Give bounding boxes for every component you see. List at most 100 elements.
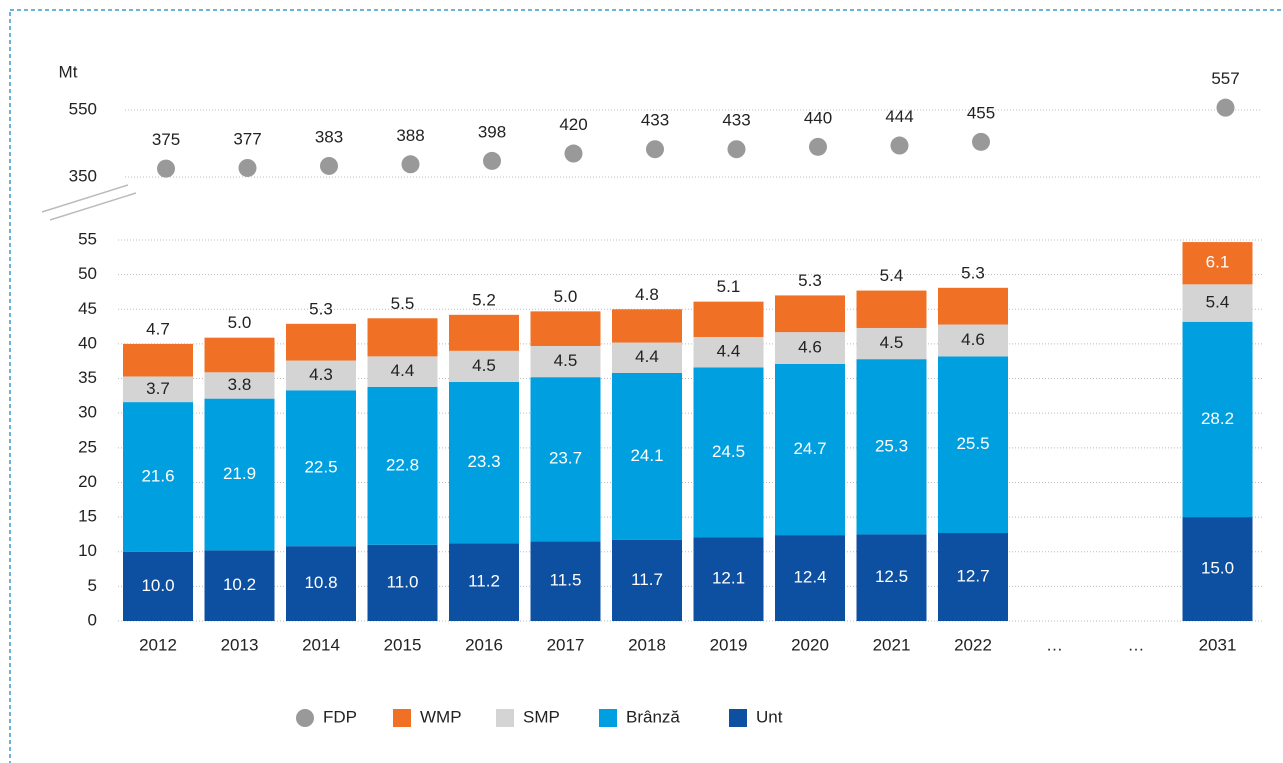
scatter-point [646,140,664,159]
bar-segment [286,390,356,547]
bar-segment [856,327,927,360]
data-label: 433 [722,111,750,130]
bar-segment [530,311,601,346]
data-label: 15.0 [1201,559,1234,578]
data-label: 398 [478,122,506,141]
data-label: 4.4 [635,347,659,366]
y-tick-label: 35 [78,368,97,387]
y-tick-label: 15 [78,507,97,526]
legend-marker [393,709,411,727]
data-label: 4.5 [880,333,904,352]
bar-segment [693,537,764,621]
data-label: 5.0 [554,287,578,306]
y-axis-unit: Mt [59,62,78,81]
bar-segment [693,336,764,368]
y2-tick-label: 350 [69,166,97,185]
y-tick-label: 0 [88,610,97,629]
bar-segment [449,382,519,544]
bar-segment [449,350,519,383]
bar-segment [1182,517,1253,621]
frame [9,9,1283,763]
scatter-point [809,137,827,156]
x-tick-label: … [1046,635,1063,654]
data-label: 10.2 [223,575,256,594]
data-label: 444 [885,107,913,126]
scatter-point [320,156,338,175]
data-label: 5.4 [1206,293,1230,312]
data-label: 6.1 [1206,253,1230,272]
data-label: 3.8 [228,375,252,394]
data-label: 3.7 [146,379,170,398]
y-tick-label: 55 [78,229,97,248]
bar-segment [856,290,927,328]
bar-segment [693,367,764,538]
data-label: 383 [315,127,343,146]
legend-marker [729,709,747,727]
data-label: 5.3 [798,271,822,290]
data-label: 24.1 [630,446,663,465]
data-label: 10.0 [141,576,174,595]
bar-segment [204,550,275,621]
data-label: 21.9 [223,464,256,483]
data-label: 28.2 [1201,409,1234,428]
data-label: 4.3 [309,365,333,384]
data-label: 4.7 [146,319,170,338]
bar-segment [204,337,275,373]
bar-segment [286,360,356,391]
data-label: 4.5 [472,356,496,375]
bar-segment [612,342,682,374]
bar-segment [693,301,764,337]
bar-segment [204,398,275,551]
bar-segment [1182,321,1253,518]
bar-segment [530,541,601,621]
bar-segment [367,544,438,621]
bar-segment [286,323,356,361]
y-tick-label: 10 [78,541,97,560]
x-tick-label: 2018 [628,635,666,654]
bar-segment [367,356,438,387]
bar-segment [938,287,1008,325]
x-tick-label: 2031 [1199,635,1237,654]
scatter-point [564,144,583,163]
bar-segment [449,314,519,351]
data-label: 5.4 [880,266,904,285]
bar-segment [775,332,845,364]
bar-segment [938,533,1008,621]
x-tick-label: 2013 [221,635,259,654]
data-label: 433 [641,111,669,130]
scatter-point [238,158,257,177]
data-label: 388 [396,126,424,145]
data-label: 375 [152,130,180,149]
bar-segment [123,402,193,552]
data-label: 4.4 [717,342,741,361]
data-label: 4.5 [554,351,578,370]
bar-segment [123,343,193,377]
data-label: 4.8 [635,285,659,304]
data-label: 22.5 [304,458,337,477]
data-label: 25.5 [956,434,989,453]
data-label: 5.1 [717,277,741,296]
x-tick-label: 2015 [384,635,422,654]
x-tick-label: 2020 [791,635,829,654]
scatter-point [890,136,909,155]
scatter-point [727,140,746,159]
x-tick-label: 2021 [873,635,911,654]
scatter-point [483,151,501,170]
data-label: 5.0 [228,313,252,332]
bar-segment [612,539,682,621]
bar-segment [367,318,438,357]
scatter-point [972,132,990,151]
bar-segment [938,324,1008,357]
x-tick-label: … [1128,635,1145,654]
data-label: 5.2 [472,290,496,309]
y2-tick-label: 550 [69,99,97,118]
data-label: 12.5 [875,567,908,586]
data-label: 557 [1211,69,1239,88]
bar-segment [367,386,438,545]
bar-segment [856,534,927,621]
y-tick-label: 45 [78,299,97,318]
y-tick-label: 30 [78,403,97,422]
scatter-point [157,159,175,178]
bar-segment [449,543,519,621]
legend-marker [496,709,514,727]
